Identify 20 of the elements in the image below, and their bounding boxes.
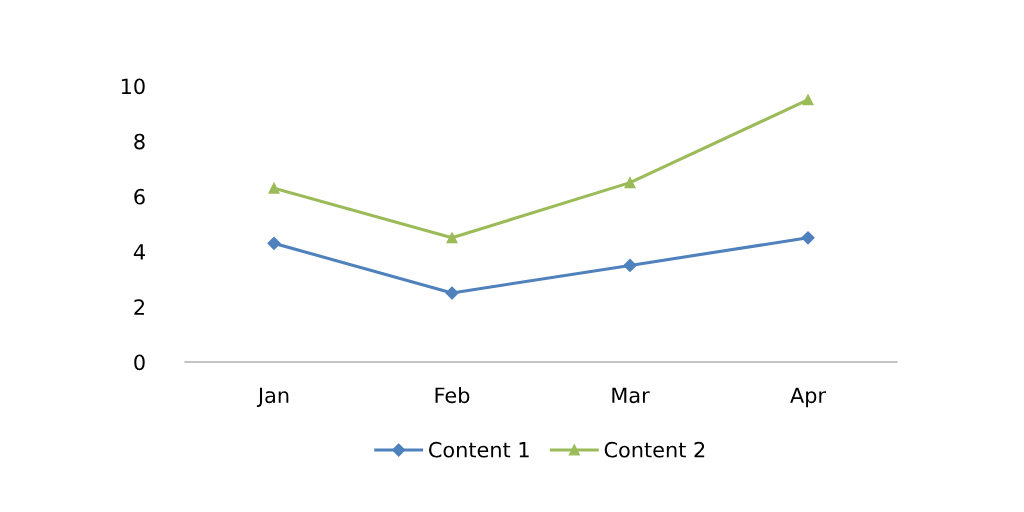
point — [623, 258, 637, 272]
x-tick-label: Jan — [256, 387, 289, 407]
point — [445, 286, 459, 300]
legend-label: Content 2 — [604, 441, 705, 458]
y-tick-label: 4 — [133, 244, 145, 260]
point — [624, 177, 636, 189]
point — [802, 94, 814, 106]
point — [801, 231, 815, 245]
y-tick-label: 2 — [134, 299, 145, 315]
y-tick-label: 0 — [134, 354, 145, 371]
y-tick-label: 8 — [134, 133, 145, 150]
y-tick-label: 10 — [121, 78, 145, 95]
y-tick-label: 6 — [134, 188, 145, 205]
x-tick-label: Apr — [790, 387, 827, 408]
legend-label: Content 1 — [429, 441, 529, 458]
point — [268, 182, 280, 194]
point — [446, 232, 458, 244]
x-tick-label: Mar — [612, 387, 650, 404]
point — [267, 236, 281, 250]
x-tick-label: Feb — [435, 387, 470, 404]
